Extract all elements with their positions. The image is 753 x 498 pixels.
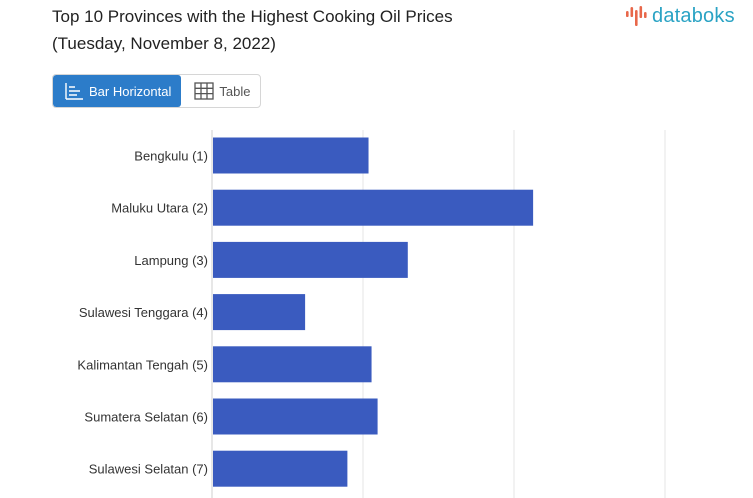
- bar-6[interactable]: [213, 398, 378, 435]
- bar-7[interactable]: [213, 450, 348, 487]
- bar-1[interactable]: [213, 137, 369, 174]
- table-label: Table: [219, 83, 251, 99]
- databoks-logo[interactable]: databoks: [624, 3, 735, 29]
- bar-3[interactable]: [213, 241, 408, 278]
- category-label-layer: Bengkulu (1) Maluku Utara (2) Lampung (3) S…: [77, 149, 208, 477]
- bar-chart-icon: [65, 83, 83, 100]
- bar-2[interactable]: [213, 189, 534, 226]
- databoks-logo-icon: [626, 6, 647, 26]
- databoks-logo-text: databoks: [652, 4, 735, 27]
- category-label-3: Lampung (3): [134, 253, 208, 268]
- table-button[interactable]: Table: [181, 75, 260, 107]
- category-label-7: Sulawesi Selatan (7): [89, 462, 208, 477]
- chart-title-line-1: Top 10 Provinces with the Highest Cookin…: [52, 7, 453, 26]
- bar-5[interactable]: [213, 346, 372, 383]
- category-label-4: Sulawesi Tenggara (4): [79, 305, 208, 320]
- chart-title-line-2: (Tuesday, November 8, 2022): [52, 34, 276, 53]
- category-label-6: Sumatera Selatan (6): [84, 410, 208, 425]
- table-grid-icon: [194, 82, 215, 100]
- bar-layer: [213, 137, 534, 487]
- bar-horizontal-label: Bar Horizontal: [89, 83, 172, 99]
- chart-title: Top 10 Provinces with the Highest Cookin…: [52, 3, 612, 57]
- category-label-2: Maluku Utara (2): [111, 201, 208, 216]
- bar-horizontal-button[interactable]: Bar Horizontal: [53, 75, 182, 107]
- category-label-1: Bengkulu (1): [134, 149, 208, 164]
- category-label-5: Kalimantan Tengah (5): [77, 357, 208, 372]
- bar-4[interactable]: [213, 294, 306, 331]
- view-toggle: Bar Horizontal Table: [52, 74, 262, 108]
